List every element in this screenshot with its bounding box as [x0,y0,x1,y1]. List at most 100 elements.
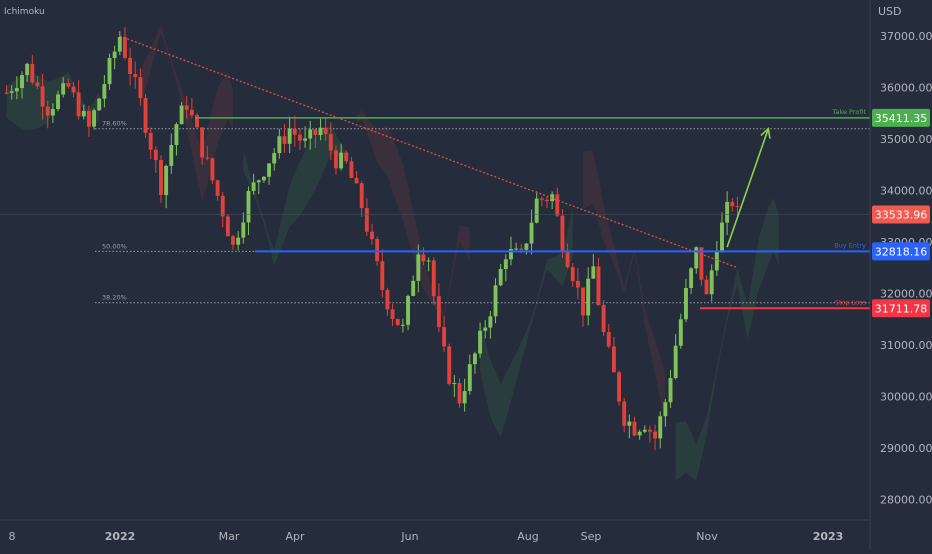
candle-body [714,251,719,271]
price-tick-9: 28000.00 [880,493,932,506]
candle-body [195,115,199,128]
time-axis[interactable]: 8 2022 Mar Apr Jun Aug Sep Nov 2023 [9,530,844,543]
candle-body [411,280,416,296]
candle-body [61,83,66,95]
candle-body [81,110,86,117]
candle-body [689,268,694,288]
candle-body [658,416,663,439]
candle-body [267,163,272,177]
cloud-segment-5 [583,151,666,424]
candle-body [514,248,519,250]
candle-body [344,152,349,162]
time-tick-3: Apr [285,530,305,543]
candle-body [570,267,575,281]
candle-body [370,231,374,240]
candle-body [169,145,174,166]
candle-body [164,165,169,195]
candle-body [395,318,400,326]
candle-body [174,124,179,146]
candle-body [220,195,225,217]
candle-body [112,51,117,59]
candle-body [35,82,40,87]
candle-body [622,401,627,426]
candle-body [76,92,81,117]
candle-body [406,295,410,325]
candle-body [725,201,730,223]
candle-body [313,129,318,136]
time-tick-6: Sep [581,530,602,543]
candle-body [323,127,328,135]
candle-body [349,161,354,178]
candle-body [375,239,380,262]
candle-body [647,429,652,432]
candle-body [421,254,426,262]
candle-body [143,98,148,133]
candle-body [735,206,740,208]
candle-body [303,138,308,141]
candle-body [539,198,544,200]
candle-body [287,128,292,144]
candle-body [637,431,642,436]
fib-label-0: 78.60% [102,120,127,128]
candle-body [225,216,230,237]
level-label-0: Take Profit [832,108,867,116]
fib-levels: 78.60% 50.00% 38.20% [95,120,870,304]
candle-body [586,278,591,316]
candle-body [251,182,256,191]
price-badge-text-2: 32818.16 [875,245,928,258]
candle-body [97,98,102,111]
price-tick-8: 29000.00 [880,442,932,455]
cloud-segment-0 [6,71,100,131]
candle-body [256,180,261,183]
candle-body [524,243,529,250]
candle-body [200,127,205,158]
price-badges: 35411.35 33533.96 32818.16 31711.78 [872,108,930,318]
candle-body [601,304,606,333]
time-tick-7: Nov [696,530,718,543]
candle-body [627,421,632,426]
candle-body [617,372,622,402]
candle-body [529,222,534,244]
candle-body [184,105,189,110]
candle-body [354,177,359,184]
candle-body [4,92,9,94]
candle-body [694,247,699,269]
candle-body [66,83,71,87]
candle-body [92,110,97,127]
candle-body [611,346,616,373]
candle-body [25,63,30,76]
candle-body [704,279,709,295]
candle-body [555,194,560,216]
candle-body [272,153,277,164]
target-arrow-shaft [726,128,770,248]
price-tick-2: 35000.00 [880,133,932,146]
level-label-1: Buy Entry [834,241,866,249]
candle-body [282,136,287,144]
candle-body [673,345,678,379]
price-badge-text-1: 33533.96 [875,208,928,221]
candle-body [632,421,637,436]
candle-body [575,280,580,288]
level-label-2: Stop Loss [835,298,867,306]
candle-body [436,296,441,328]
candle-body [560,215,565,252]
candle-body [503,259,508,269]
candle-body [457,383,462,404]
candle-body [509,249,513,260]
candle-body [205,157,210,159]
candle-body [447,346,452,384]
price-axis[interactable]: 37000.0036000.0035000.0034000.0033000.00… [880,30,932,506]
price-badge-1 [872,205,930,224]
fib-label-1: 50.00% [102,242,127,250]
candle-body [545,199,549,202]
price-tick-1: 36000.00 [880,82,932,95]
cloud-segment-2 [243,124,347,266]
candle-body [467,364,472,392]
currency-label: USD [878,5,902,18]
candle-body [452,383,457,385]
candle-body [210,158,215,181]
candle-body [102,84,107,99]
candle-body [684,287,688,320]
